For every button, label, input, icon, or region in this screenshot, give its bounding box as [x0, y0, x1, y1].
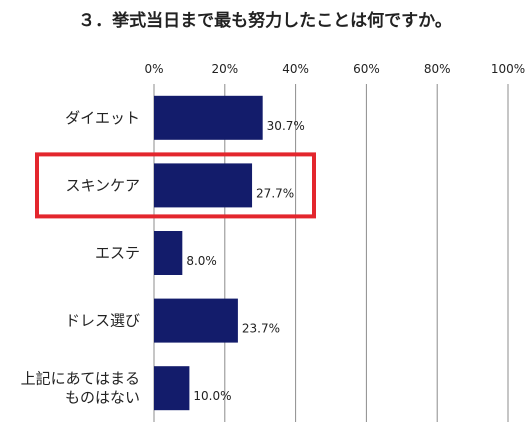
x-tick-label: 20%	[211, 62, 238, 76]
bar	[154, 366, 190, 411]
x-tick-label: 40%	[282, 62, 309, 76]
category-label-line: エステ	[95, 244, 140, 262]
category-label-line: ドレス選び	[65, 312, 140, 330]
category-label-line: スキンケア	[65, 176, 140, 194]
x-tick-label: 60%	[353, 62, 380, 76]
data-label: 30.7%	[267, 119, 305, 133]
category-label: スキンケア	[65, 176, 140, 194]
category-label: ダイエット	[65, 109, 140, 127]
data-label: 8.0%	[186, 254, 217, 268]
bar	[154, 298, 238, 343]
category-label-line: 上記にあてはまる	[21, 370, 140, 388]
bars	[154, 95, 263, 411]
data-label: 23.7%	[242, 322, 280, 336]
data-label: 27.7%	[256, 186, 294, 200]
bar	[154, 95, 263, 140]
x-tick-label: 80%	[424, 62, 451, 76]
x-axis-ticks: 0% 20% 40% 60% 80% 100%	[144, 62, 525, 76]
bar	[154, 231, 183, 275]
grid	[153, 84, 509, 422]
data-labels: 30.7% 27.7% 8.0% 23.7% 10.0%	[186, 119, 304, 403]
highlight-box	[35, 152, 316, 219]
category-label-line: ものはない	[65, 389, 140, 407]
category-label: 上記にあてはまるものはない	[21, 370, 140, 407]
x-tick-label: 100%	[491, 62, 525, 76]
category-label: エステ	[95, 244, 140, 262]
data-label: 10.0%	[193, 389, 231, 403]
bar	[154, 163, 253, 208]
category-label: ドレス選び	[65, 312, 140, 330]
chart-title: ３．挙式当日まで最も努力したことは何ですか。	[78, 10, 452, 31]
highlight	[35, 152, 316, 219]
x-tick-label: 0%	[144, 62, 163, 76]
category-label-line: ダイエット	[65, 109, 140, 127]
